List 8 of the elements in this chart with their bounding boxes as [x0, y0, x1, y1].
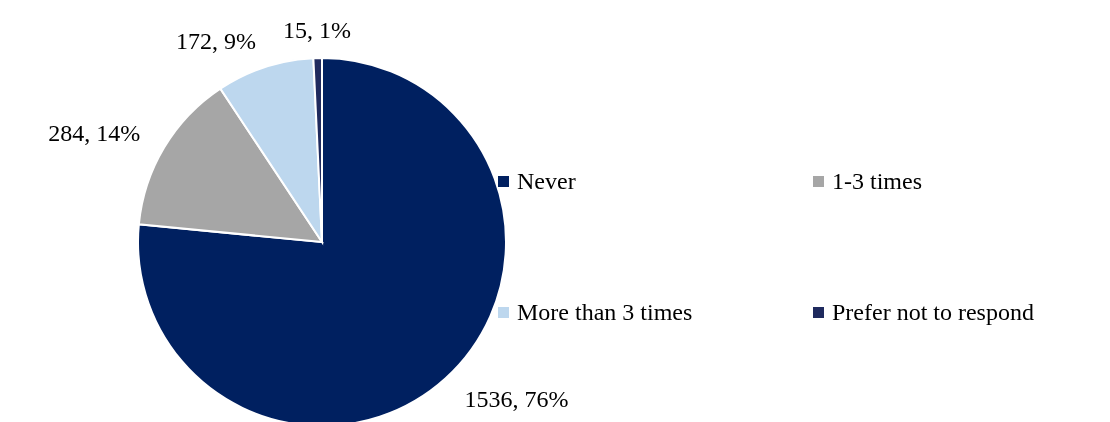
data-label: 284, 14%	[48, 119, 141, 146]
legend-label: 1-3 times	[832, 168, 922, 195]
data-label: 15, 1%	[283, 17, 352, 44]
data-label: 172, 9%	[176, 27, 257, 54]
legend-label: Prefer not to respond	[832, 299, 1034, 326]
legend-label: Never	[517, 168, 576, 195]
legend-label: More than 3 times	[517, 299, 693, 326]
data-label: 1536, 76%	[464, 385, 569, 412]
